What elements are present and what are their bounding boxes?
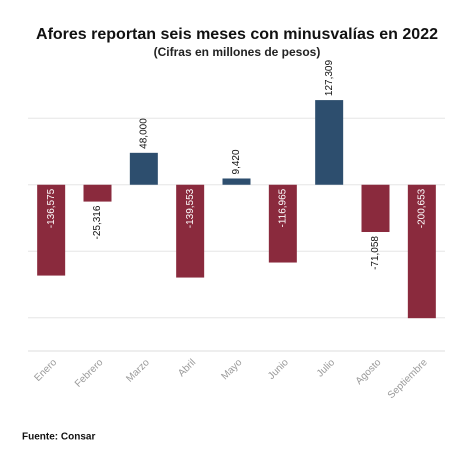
value-label: -200,653 — [416, 188, 427, 228]
bar — [315, 100, 344, 185]
value-label: -139,553 — [185, 188, 196, 228]
x-tick-label: Junio — [266, 357, 291, 382]
bar — [176, 184, 205, 278]
x-tick-label: Abril — [176, 357, 198, 379]
x-tick-label: Mayo — [219, 357, 244, 382]
bar — [222, 178, 251, 185]
value-label: -71,058 — [370, 236, 381, 270]
value-label: 9,420 — [231, 149, 242, 174]
value-label: -116,965 — [277, 188, 288, 227]
x-tick-label: Enero — [33, 357, 60, 384]
value-label: -25,316 — [92, 205, 103, 239]
chart-subtitle: (Cifras en millones de pesos) — [154, 45, 321, 59]
x-tick-label: Julio — [315, 357, 338, 380]
value-label: -136,575 — [46, 188, 57, 228]
bar — [361, 184, 390, 233]
value-label: 48,000 — [138, 118, 149, 149]
x-tick-label: Septiembre — [386, 357, 430, 401]
bar — [268, 184, 297, 263]
bar — [37, 184, 66, 276]
x-tick-label: Marzo — [124, 357, 152, 385]
chart-title: Afores reportan seis meses con minusvalí… — [36, 26, 438, 43]
x-tick-label: Febrero — [73, 357, 106, 390]
source: Fuente: Consar — [22, 432, 95, 443]
bar — [129, 152, 158, 185]
bar — [83, 184, 112, 202]
x-tick-label: Agosto — [354, 357, 384, 387]
bar — [407, 184, 436, 319]
value-label: 127,309 — [324, 60, 335, 97]
